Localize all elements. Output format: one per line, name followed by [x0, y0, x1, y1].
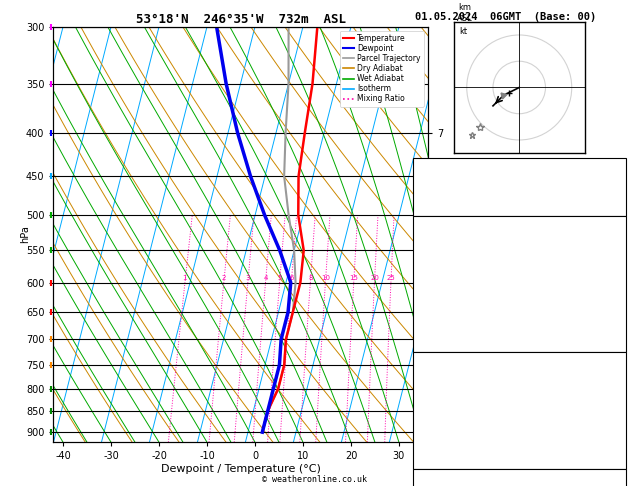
Text: km
ASL: km ASL [457, 3, 473, 22]
Text: 1.2: 1.2 [605, 241, 623, 250]
Text: θₑ (K): θₑ (K) [416, 396, 452, 406]
Text: 8: 8 [308, 275, 313, 281]
Text: 9: 9 [617, 299, 623, 309]
Text: 5: 5 [277, 275, 282, 281]
Text: 0: 0 [617, 338, 623, 347]
Text: LCL: LCL [431, 449, 447, 457]
Text: 4: 4 [617, 416, 623, 425]
Text: © weatheronline.co.uk: © weatheronline.co.uk [262, 474, 367, 484]
Text: Most Unstable: Most Unstable [481, 357, 558, 367]
Text: Surface: Surface [499, 221, 540, 231]
Text: 6: 6 [289, 275, 294, 281]
Text: θₑ(K): θₑ(K) [416, 279, 446, 289]
Text: CIN (J): CIN (J) [416, 338, 457, 347]
Text: 25: 25 [387, 275, 395, 281]
Text: 15: 15 [349, 275, 358, 281]
Text: CAPE (J): CAPE (J) [416, 318, 464, 328]
Text: Mixing Ratio (g/kg): Mixing Ratio (g/kg) [437, 203, 446, 283]
Text: 1.12: 1.12 [599, 202, 623, 211]
Text: Lifted Index: Lifted Index [416, 416, 487, 425]
Title: 53°18'N  246°35'W  732m  ASL: 53°18'N 246°35'W 732m ASL [136, 13, 345, 26]
Legend: Temperature, Dewpoint, Parcel Trajectory, Dry Adiabat, Wet Adiabat, Isotherm, Mi: Temperature, Dewpoint, Parcel Trajectory… [340, 31, 424, 106]
Text: CAPE (J): CAPE (J) [416, 435, 464, 445]
Text: 20: 20 [370, 275, 379, 281]
Text: hPa: hPa [20, 226, 30, 243]
Text: Pressure (mb): Pressure (mb) [416, 377, 493, 386]
Text: kt: kt [459, 27, 467, 36]
Text: 293: 293 [605, 279, 623, 289]
Text: K: K [416, 163, 422, 173]
Text: PW (cm): PW (cm) [416, 202, 457, 211]
Text: Lifted Index: Lifted Index [416, 299, 487, 309]
Text: Dewp (°C): Dewp (°C) [416, 260, 469, 270]
Text: Totals Totals: Totals Totals [416, 182, 493, 192]
Text: Temp (°C): Temp (°C) [416, 241, 469, 250]
Text: 4: 4 [264, 275, 268, 281]
Text: 0: 0 [617, 435, 623, 445]
Text: 0: 0 [617, 454, 623, 464]
X-axis label: Dewpoint / Temperature (°C): Dewpoint / Temperature (°C) [160, 464, 321, 474]
Text: 50: 50 [611, 182, 623, 192]
Text: 299: 299 [605, 396, 623, 406]
Text: 3: 3 [245, 275, 250, 281]
Text: 0: 0 [617, 318, 623, 328]
Text: 750: 750 [605, 377, 623, 386]
Text: 10: 10 [321, 275, 330, 281]
Text: Hodograph: Hodograph [493, 474, 546, 484]
Text: 21: 21 [611, 163, 623, 173]
Text: 1: 1 [182, 275, 187, 281]
Text: 1: 1 [617, 260, 623, 270]
Text: CIN (J): CIN (J) [416, 454, 457, 464]
Text: 2: 2 [221, 275, 226, 281]
Text: 01.05.2024  06GMT  (Base: 00): 01.05.2024 06GMT (Base: 00) [415, 12, 596, 22]
